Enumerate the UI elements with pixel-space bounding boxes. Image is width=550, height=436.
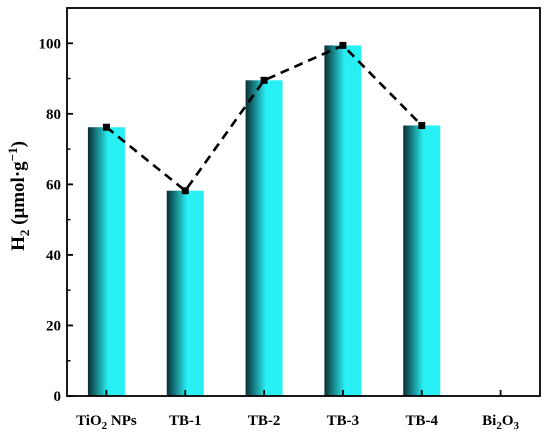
x-category-label-1: TiO2 NPs [76, 413, 137, 432]
x-category-label-4: TB-3 [327, 413, 360, 429]
trend-line [105, 43, 423, 193]
x-category-label-3: TB-2 [248, 413, 281, 429]
x-category-label-6: Bi2O3 [482, 413, 519, 432]
y-tick-label-80: 80 [46, 107, 61, 123]
bar-1 [87, 127, 125, 397]
trend-marker-1 [102, 123, 110, 131]
x-category-label-2: TB-1 [169, 413, 202, 429]
bar-3 [245, 80, 283, 397]
y-tick-label-60: 60 [46, 177, 61, 193]
trend-marker-3 [260, 76, 268, 84]
bar-2 [166, 190, 204, 396]
x-axis: TiO2 NPs TB-1 TB-2 TB-3 TB-4 Bi2O3 [76, 390, 520, 432]
bar-5 [403, 125, 441, 396]
y-tick-label-20: 20 [46, 318, 61, 334]
bar-4 [324, 45, 362, 396]
x-category-label-5: TB-4 [405, 413, 438, 429]
y-tick-label-0: 0 [54, 389, 62, 405]
y-axis: 0 20 40 60 80 100 [39, 36, 73, 405]
y-axis-label: H2 (μmol·g−1) [5, 141, 32, 251]
trend-marker-4 [339, 41, 347, 49]
plot-frame [66, 7, 541, 397]
bars-layer [87, 45, 441, 397]
trend-marker-5 [418, 121, 426, 129]
y-tick-label-40: 40 [46, 248, 61, 264]
y-tick-label-100: 100 [39, 36, 62, 52]
trend-line-layer [102, 41, 426, 195]
trend-marker-2 [181, 187, 189, 195]
